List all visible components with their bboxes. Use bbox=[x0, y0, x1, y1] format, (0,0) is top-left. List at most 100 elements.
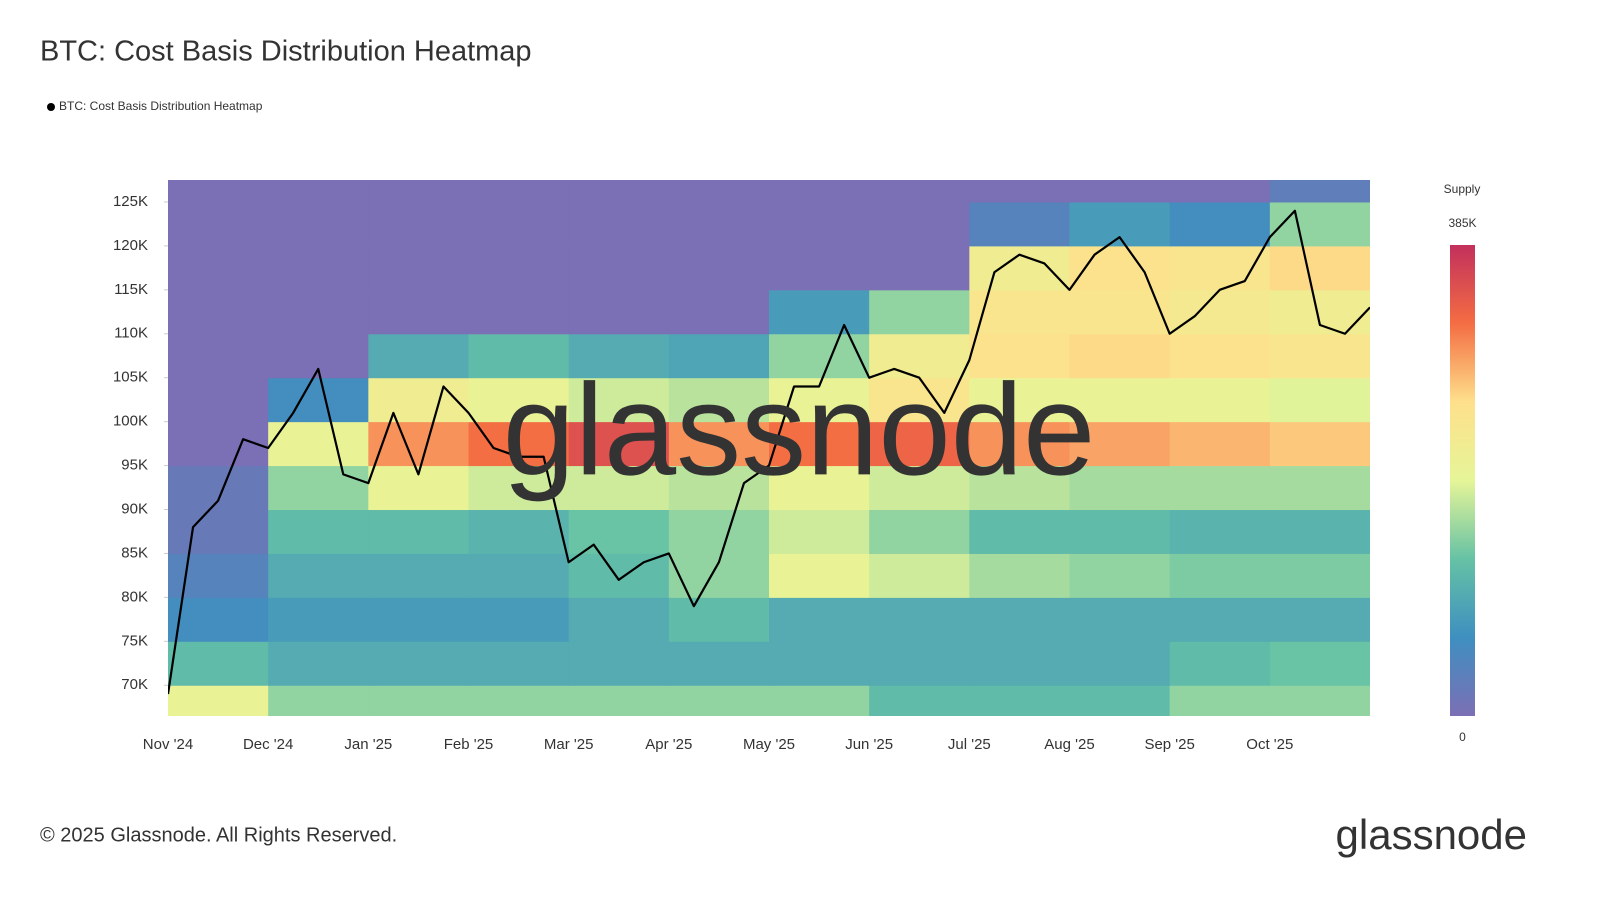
heat-cell bbox=[368, 201, 469, 247]
heat-cell bbox=[468, 180, 570, 203]
price-line bbox=[168, 209, 1370, 695]
heat-cell bbox=[769, 553, 870, 598]
heat-cell bbox=[568, 465, 670, 511]
heat-cell bbox=[468, 685, 570, 716]
y-tick-label: 120K bbox=[113, 237, 148, 254]
y-tick-label: 75K bbox=[121, 632, 148, 649]
heat-cell bbox=[468, 421, 570, 467]
heat-cell bbox=[1069, 180, 1171, 203]
heat-cell bbox=[1269, 553, 1370, 598]
heat-cell bbox=[1169, 333, 1271, 379]
heat-cell bbox=[168, 685, 269, 716]
heat-cell bbox=[769, 180, 870, 203]
heat-cell bbox=[568, 685, 670, 716]
heat-cell bbox=[668, 509, 770, 554]
y-tick-label: 70K bbox=[121, 676, 148, 693]
heat-cell bbox=[668, 597, 770, 642]
watermark: glassnode bbox=[503, 356, 1096, 502]
heat-cell bbox=[368, 245, 469, 291]
heat-cell bbox=[168, 201, 269, 247]
heat-cell bbox=[1269, 180, 1370, 203]
colorbar-title: Supply bbox=[1444, 182, 1481, 196]
heat-cell bbox=[468, 465, 570, 511]
heat-cell bbox=[468, 289, 570, 335]
heat-cell bbox=[769, 421, 870, 467]
x-tick-label: Jul '25 bbox=[948, 736, 991, 753]
heat-cell bbox=[1269, 201, 1370, 247]
heat-cell bbox=[1169, 421, 1271, 467]
heat-cell bbox=[1169, 641, 1271, 686]
heat-cell bbox=[869, 597, 970, 642]
heat-cell bbox=[568, 333, 670, 379]
heat-cell bbox=[568, 597, 670, 642]
heat-cell bbox=[268, 421, 369, 467]
heat-cell bbox=[1069, 465, 1171, 511]
heat-cell bbox=[168, 465, 269, 511]
heat-cell bbox=[268, 641, 369, 686]
y-tick-label: 85K bbox=[121, 544, 148, 561]
heat-cell bbox=[568, 245, 670, 291]
heat-cell bbox=[1169, 553, 1271, 598]
heat-cell bbox=[268, 685, 369, 716]
heat-cell bbox=[568, 553, 670, 598]
heat-cell bbox=[168, 180, 269, 203]
heat-cell bbox=[969, 685, 1070, 716]
y-tick-label: 115K bbox=[114, 281, 148, 298]
heat-cell bbox=[1169, 465, 1271, 511]
x-tick-label: Nov '24 bbox=[143, 736, 193, 753]
heat-cell bbox=[1269, 377, 1370, 423]
heat-cell bbox=[869, 641, 970, 686]
heat-cell bbox=[869, 289, 970, 335]
heat-cell bbox=[368, 289, 469, 335]
legend-marker bbox=[47, 103, 55, 111]
heatmap bbox=[168, 180, 1370, 716]
heat-cell bbox=[568, 421, 670, 467]
heat-cell bbox=[268, 509, 369, 554]
heat-cell bbox=[1069, 597, 1171, 642]
heat-cell bbox=[1069, 509, 1171, 554]
heat-cell bbox=[969, 245, 1070, 291]
heat-cell bbox=[368, 685, 469, 716]
heat-cell bbox=[668, 201, 770, 247]
heat-cell bbox=[769, 289, 870, 335]
heat-cell bbox=[1269, 641, 1370, 686]
y-tick-label: 105K bbox=[113, 369, 148, 386]
heat-cell bbox=[869, 465, 970, 511]
heat-cell bbox=[1069, 377, 1171, 423]
heat-cell bbox=[769, 245, 870, 291]
heat-cell bbox=[869, 377, 970, 423]
heat-cell bbox=[1269, 509, 1370, 554]
heat-cell bbox=[668, 333, 770, 379]
heat-cell bbox=[468, 245, 570, 291]
heat-cell bbox=[168, 289, 269, 335]
x-tick-label: Oct '25 bbox=[1246, 736, 1293, 753]
heat-cell bbox=[568, 180, 670, 203]
heat-cell bbox=[769, 641, 870, 686]
y-tick-label: 110K bbox=[114, 325, 148, 342]
heat-cell bbox=[1269, 465, 1370, 511]
heat-cell bbox=[869, 553, 970, 598]
heat-cell bbox=[1269, 289, 1370, 335]
heat-cell bbox=[1069, 333, 1171, 379]
heat-cell bbox=[668, 289, 770, 335]
heat-cell bbox=[1169, 180, 1271, 203]
heat-cell bbox=[1269, 245, 1370, 291]
heat-cell bbox=[168, 377, 269, 423]
heat-cell bbox=[668, 377, 770, 423]
heat-cell bbox=[268, 245, 369, 291]
y-tick-label: 90K bbox=[121, 500, 148, 517]
heat-cell bbox=[268, 553, 369, 598]
heat-cell bbox=[1269, 333, 1370, 379]
heat-cell bbox=[468, 641, 570, 686]
heat-cell bbox=[468, 333, 570, 379]
x-tick-label: Mar '25 bbox=[544, 736, 594, 753]
heat-cell bbox=[268, 289, 369, 335]
x-tick-label: Jan '25 bbox=[344, 736, 392, 753]
heat-cell bbox=[568, 201, 670, 247]
heat-cell bbox=[268, 201, 369, 247]
heat-cell bbox=[869, 421, 970, 467]
heat-cell bbox=[969, 377, 1070, 423]
heat-cell bbox=[769, 685, 870, 716]
heat-cell bbox=[1069, 289, 1171, 335]
heat-cell bbox=[1169, 377, 1271, 423]
